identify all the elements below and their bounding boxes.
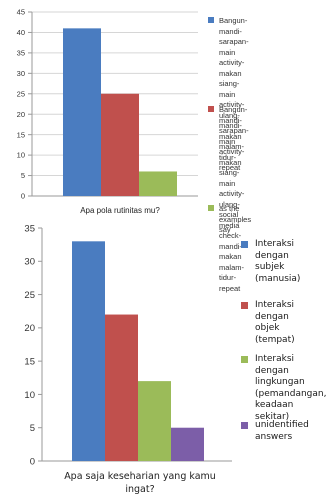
y-tick-label: 10 bbox=[24, 390, 35, 401]
daily-memories-x-axis-label: Apa saja keseharian yang kamu ingat? bbox=[64, 471, 216, 495]
y-tick-label: 5 bbox=[21, 171, 25, 180]
bar-series-4 bbox=[171, 427, 204, 461]
bar-series-1 bbox=[63, 28, 101, 196]
y-tick-label: 25 bbox=[17, 89, 25, 98]
routine-pattern-plot: 0 5 10 15 20 25 30 35 40 45 bbox=[17, 8, 198, 201]
y-tick-label: 0 bbox=[30, 456, 35, 467]
legend-item-4: unidentified answers bbox=[241, 420, 309, 443]
legend-swatch bbox=[241, 422, 248, 429]
legend-label: Interaksi dengan objek (tempat) bbox=[255, 300, 295, 345]
routine-pattern-x-axis-label: Apa pola rutinitas mu? bbox=[80, 206, 160, 215]
legend-swatch bbox=[241, 302, 248, 309]
y-tick-label: 15 bbox=[24, 356, 35, 367]
y-tick-label: 15 bbox=[17, 130, 25, 139]
y-tick-label: 35 bbox=[24, 223, 35, 234]
legend-swatch bbox=[208, 17, 214, 23]
y-tick-label: 10 bbox=[17, 151, 25, 160]
legend-swatch bbox=[241, 356, 248, 363]
routine-pattern-chart: 0 5 10 15 20 25 30 35 40 45 Bangun-mandi-sarapan-… bbox=[0, 0, 328, 293]
bar-series-2 bbox=[105, 314, 138, 461]
legend-item-3: as the examples say bbox=[208, 204, 251, 236]
bar-series-3 bbox=[139, 171, 177, 196]
legend-label: Interaksi dengan lingkungan (pemandangan… bbox=[255, 354, 327, 422]
legend-swatch bbox=[208, 205, 214, 211]
y-tick-label: 20 bbox=[17, 110, 25, 119]
bar-series-1 bbox=[72, 241, 105, 461]
y-tick-label: 30 bbox=[24, 257, 35, 268]
legend-swatch bbox=[208, 106, 214, 112]
daily-memories-plot: 0 5 10 15 20 25 30 35 bbox=[24, 223, 232, 467]
y-tick-label: 5 bbox=[30, 423, 35, 434]
y-tick-label: 30 bbox=[17, 69, 25, 78]
legend-label: Bangun-mandi-sarapan- main activity-maka… bbox=[219, 105, 249, 293]
y-tick-label: 40 bbox=[17, 28, 25, 37]
legend-item-1: Bangun-mandi-sarapan- main activity-maka… bbox=[208, 16, 249, 174]
legend-label: unidentified answers bbox=[255, 420, 309, 442]
legend-label: Interaksi dengan subjek (manusia) bbox=[255, 239, 301, 284]
y-tick-label: 0 bbox=[21, 192, 25, 201]
legend-label: Bangun-mandi-sarapan- main activity-maka… bbox=[219, 16, 249, 172]
y-tick-label: 45 bbox=[17, 8, 25, 17]
bar-series-2 bbox=[101, 93, 139, 196]
legend-item-2: Interaksi dengan objek (tempat) bbox=[241, 300, 295, 346]
legend-swatch bbox=[241, 241, 248, 248]
legend-item-3: Interaksi dengan lingkungan (pemandangan… bbox=[241, 354, 326, 423]
legend-item-1: Interaksi dengan subjek (manusia) bbox=[241, 239, 300, 285]
y-tick-label: 35 bbox=[17, 49, 25, 58]
legend-item-2: Bangun-mandi-sarapan- main activity-maka… bbox=[208, 105, 249, 294]
y-tick-label: 20 bbox=[24, 323, 35, 334]
bar-series-3 bbox=[138, 381, 171, 461]
daily-memories-chart: 0 5 10 15 20 25 30 35 Interaksi dengan subjek (… bbox=[0, 222, 328, 497]
legend-label: as the examples say bbox=[219, 204, 252, 234]
y-tick-label: 25 bbox=[24, 290, 35, 301]
